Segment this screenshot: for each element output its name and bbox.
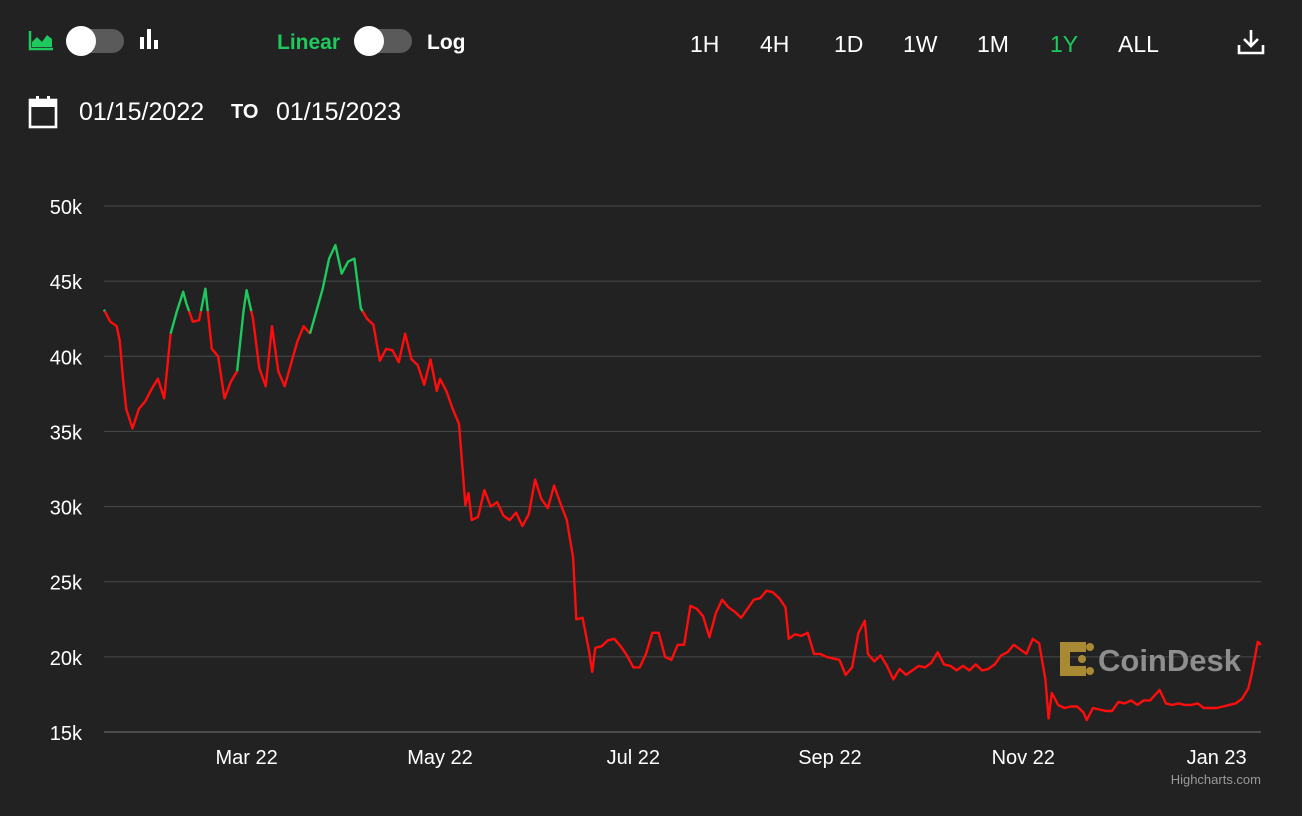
range-button-1d[interactable]: 1D [834, 31, 864, 57]
series-line-below-threshold [103, 310, 172, 430]
y-tick-label: 35k [50, 422, 83, 444]
date-to[interactable]: 01/15/2023 [276, 98, 402, 126]
range-button-4h[interactable]: 4H [760, 31, 790, 57]
y-tick-label: 15k [50, 723, 83, 745]
y-axis: 15k 20k 25k 30k 35k 40k 45k 50k [50, 197, 83, 745]
y-tick-label: 20k [50, 648, 83, 670]
x-tick-label: Jan 23 [1187, 747, 1247, 769]
coindesk-logo-icon [1060, 642, 1094, 676]
watermark-text: CoinDesk [1098, 643, 1242, 678]
series-line-below-threshold [250, 310, 311, 388]
coindesk-watermark: CoinDesk [1060, 642, 1242, 678]
y-tick-label: 50k [50, 197, 83, 219]
highcharts-credits[interactable]: Highcharts.com [1171, 772, 1261, 787]
range-button-all[interactable]: ALL [1118, 31, 1159, 57]
x-tick-label: Jul 22 [607, 747, 660, 769]
area-chart-icon[interactable] [28, 29, 54, 51]
y-tick-label: 45k [50, 272, 83, 294]
series-line-below-threshold [187, 310, 203, 323]
x-tick-label: Sep 22 [798, 747, 861, 769]
date-from[interactable]: 01/15/2022 [79, 98, 205, 126]
x-tick-label: Mar 22 [216, 747, 278, 769]
date-to-label: TO [231, 101, 259, 123]
bar-chart-icon[interactable] [139, 27, 161, 51]
series-lines [102, 243, 1262, 722]
x-tick-label: May 22 [407, 747, 473, 769]
chart-type-toggle[interactable] [66, 26, 124, 56]
y-tick-label: 30k [50, 498, 83, 520]
log-scale-label[interactable]: Log [427, 31, 466, 54]
grid-lines [104, 205, 1261, 733]
series-line-below-threshold [361, 310, 1262, 722]
series-line-above-threshold [199, 287, 209, 312]
x-tick-label: Nov 22 [992, 747, 1055, 769]
scale-toggle-knob [354, 26, 384, 56]
download-icon[interactable] [1237, 28, 1265, 56]
series-line-above-threshold [102, 309, 106, 312]
series-line-above-threshold [235, 289, 253, 372]
range-button-1w[interactable]: 1W [903, 31, 938, 57]
y-tick-label: 40k [50, 347, 83, 369]
range-button-1y[interactable]: 1Y [1050, 31, 1079, 57]
chart-type-toggle-knob [66, 26, 96, 56]
x-axis: Mar 22 May 22 Jul 22 Sep 22 Nov 22 Jan 23 [216, 747, 1247, 769]
y-tick-label: 25k [50, 573, 83, 595]
scale-toggle[interactable] [354, 26, 412, 56]
series-line-below-threshold [206, 311, 239, 400]
series-line-above-threshold [308, 243, 364, 335]
range-button-1h[interactable]: 1H [690, 31, 720, 57]
range-button-1m[interactable]: 1M [977, 31, 1009, 57]
calendar-icon[interactable] [28, 95, 58, 129]
linear-scale-label[interactable]: Linear [277, 31, 341, 54]
chart-toolbar: Linear Log 1H 4H 1D 1W 1M 1Y ALL [0, 0, 1302, 90]
series-line-above-threshold [169, 290, 191, 335]
